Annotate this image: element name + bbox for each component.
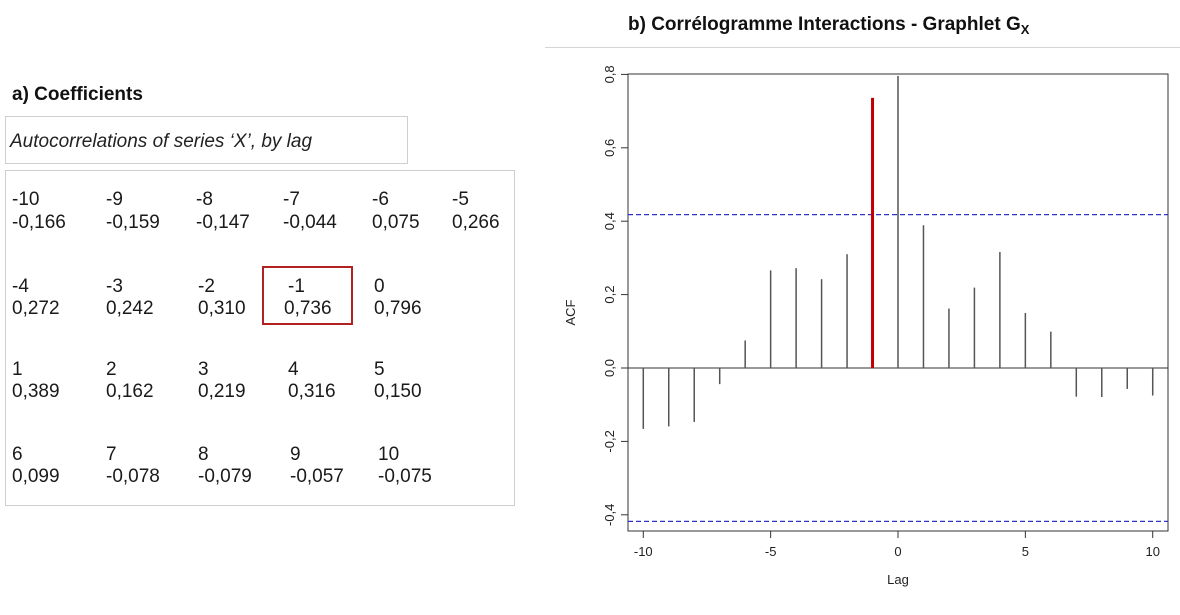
coefficient-value: -0,078 xyxy=(106,466,160,487)
lag-label: -4 xyxy=(12,276,29,297)
coefficient-value: 0,150 xyxy=(374,381,422,402)
panel-b-title-subscript: X xyxy=(1020,22,1030,37)
lag-label: 5 xyxy=(374,359,385,380)
coefficient-value: -0,079 xyxy=(198,466,252,487)
lag-label: 0 xyxy=(374,276,385,297)
x-tick-label: 5 xyxy=(1022,544,1029,559)
lag-label: 10 xyxy=(378,444,400,465)
acf-chart: -0,4 -0,2 0,0 0,2 0,4 0,6 0,8 -10 -5 0 5 10 Lag ACF xyxy=(563,65,1169,587)
coefficient-value: 0,242 xyxy=(106,298,154,319)
panel-a-title: a) Coefficients xyxy=(12,84,143,105)
lag-label: 8 xyxy=(198,444,209,465)
coefficient-value: -0,147 xyxy=(196,212,250,233)
lag-label: -3 xyxy=(106,276,123,297)
coefficient-value: 0,310 xyxy=(198,298,246,319)
lag-label: 7 xyxy=(106,444,117,465)
coefficient-value: 0,075 xyxy=(372,212,420,233)
lag-label: 1 xyxy=(12,359,23,380)
coefficient-value: 0,266 xyxy=(452,212,500,233)
subtitle-box xyxy=(5,116,408,164)
y-tick-label: 0,8 xyxy=(602,65,617,83)
x-axis-label: Lag xyxy=(887,572,909,587)
lag-label: -2 xyxy=(198,276,215,297)
y-tick-label: 0,2 xyxy=(602,286,617,304)
y-axis-label: ACF xyxy=(563,299,578,325)
coefficient-value: -0,159 xyxy=(106,212,160,233)
coefficient-value: 0,099 xyxy=(12,466,60,487)
coefficient-value: 0,272 xyxy=(12,298,60,319)
coefficients-table xyxy=(5,170,515,506)
coefficient-value: 0,389 xyxy=(12,381,60,402)
panel-b-title: b) Corrélogramme Interactions - Graphlet… xyxy=(628,14,1029,37)
coefficient-value: 0,219 xyxy=(198,381,246,402)
panel-b-title-text: b) Corrélogramme Interactions - Graphlet… xyxy=(628,14,1021,35)
coefficient-value: -0,075 xyxy=(378,466,432,487)
y-tick-label: -0,4 xyxy=(602,504,617,526)
highlight-lag-box xyxy=(262,266,353,325)
lag-label: -7 xyxy=(283,189,300,210)
x-tick-label: 10 xyxy=(1145,544,1159,559)
y-tick-label: -0,2 xyxy=(602,430,617,452)
coefficient-value: -0,044 xyxy=(283,212,337,233)
lag-label: -10 xyxy=(12,189,40,210)
coefficient-value: 0,796 xyxy=(374,298,422,319)
lag-label: 9 xyxy=(290,444,301,465)
y-tick-label: 0,0 xyxy=(602,359,617,377)
x-tick-label: 0 xyxy=(894,544,901,559)
lag-label: -8 xyxy=(196,189,213,210)
x-tick-label: -10 xyxy=(634,544,653,559)
divider-line xyxy=(545,47,1180,48)
lag-label: 2 xyxy=(106,359,117,380)
y-tick-label: 0,4 xyxy=(602,212,617,230)
coefficient-value: 0,162 xyxy=(106,381,154,402)
lag-label: -6 xyxy=(372,189,389,210)
lag-label: 6 xyxy=(12,444,23,465)
lag-label: -9 xyxy=(106,189,123,210)
coefficient-value: -0,166 xyxy=(12,212,66,233)
lag-label: 3 xyxy=(198,359,209,380)
lag-label: 4 xyxy=(288,359,299,380)
x-tick-label: -5 xyxy=(765,544,777,559)
lag-label: -1 xyxy=(288,276,305,297)
coefficient-value: -0,057 xyxy=(290,466,344,487)
coefficient-value: 0,736 xyxy=(284,298,332,319)
table-caption: Autocorrelations of series ‘X’, by lag xyxy=(10,131,313,152)
y-tick-label: 0,6 xyxy=(602,139,617,157)
lag-label: -5 xyxy=(452,189,469,210)
coefficient-value: 0,316 xyxy=(288,381,336,402)
